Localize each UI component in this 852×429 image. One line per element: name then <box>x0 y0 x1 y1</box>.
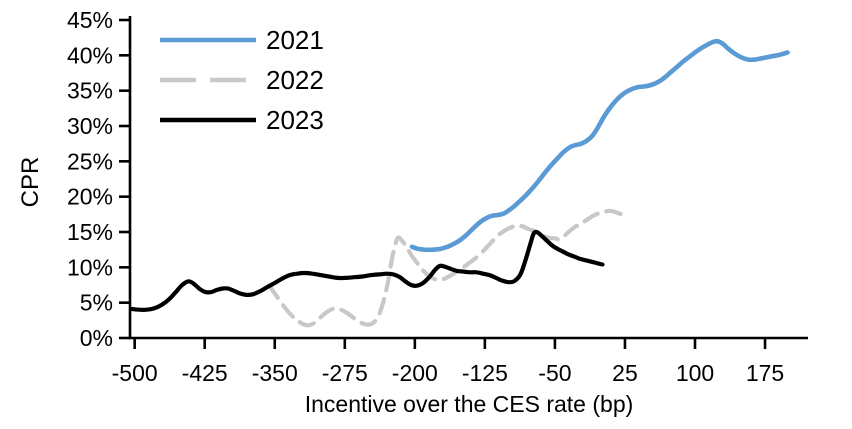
x-tick-label: -425 <box>182 360 228 386</box>
legend: 2021 2022 2023 <box>160 20 324 140</box>
legend-label-2023: 2023 <box>266 105 324 135</box>
series-2021-line <box>409 38 790 253</box>
legend-item-2023: 2023 <box>160 100 324 140</box>
legend-item-2021: 2021 <box>160 20 324 60</box>
series-2022-line <box>267 208 626 328</box>
series-2023-line <box>129 229 605 312</box>
y-tick-label: 10% <box>67 254 113 280</box>
legend-label-2021: 2021 <box>266 25 324 55</box>
y-axis-title: CPR <box>17 156 44 208</box>
y-tick-label: 15% <box>67 219 113 245</box>
x-tick-label: -275 <box>322 360 368 386</box>
x-tick-label: 175 <box>746 360 784 386</box>
x-tick-label: -125 <box>462 360 508 386</box>
x-tick-label: 25 <box>612 360 638 386</box>
legend-item-2022: 2022 <box>160 60 324 100</box>
y-tick-label: 35% <box>67 78 113 104</box>
y-tick-label: 40% <box>67 42 113 68</box>
legend-label-2022: 2022 <box>266 65 324 95</box>
y-tick-label: 0% <box>80 325 113 351</box>
y-tick-label: 25% <box>67 148 113 174</box>
x-tick-label: 100 <box>676 360 714 386</box>
y-tick-label: 5% <box>80 290 113 316</box>
y-tick-label: 20% <box>67 184 113 210</box>
legend-line-2021 <box>160 35 256 45</box>
x-tick-label: -500 <box>112 360 158 386</box>
x-tick-label: -50 <box>538 360 571 386</box>
x-axis-title: Incentive over the CES rate (bp) <box>304 391 634 417</box>
y-tick-label: 30% <box>67 113 113 139</box>
x-tick-label: -350 <box>252 360 298 386</box>
y-tick-label: 45% <box>67 7 113 33</box>
legend-line-2023 <box>160 115 256 125</box>
x-tick-label: -200 <box>392 360 438 386</box>
legend-line-2022 <box>160 75 256 85</box>
